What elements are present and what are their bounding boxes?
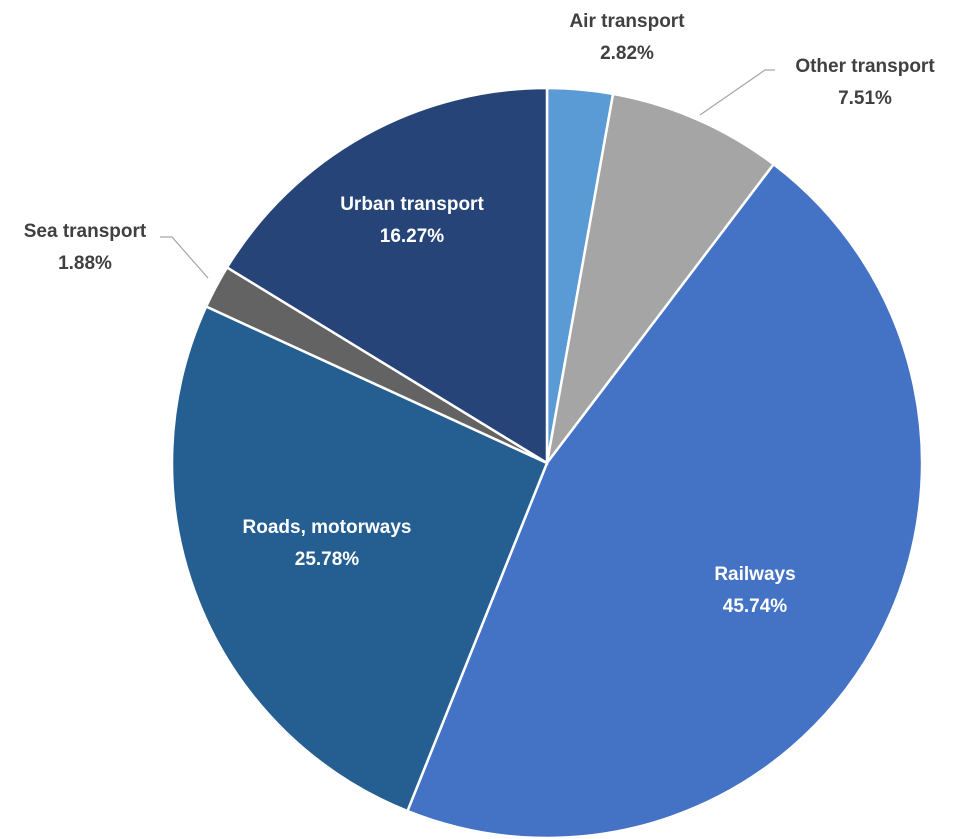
- slice-value: 2.82%: [600, 43, 654, 64]
- slice-label: Urban transport: [340, 194, 484, 215]
- slice-value: 25.78%: [295, 549, 360, 570]
- slice-label: Air transport: [569, 11, 685, 32]
- pie-slice: [405, 162, 924, 839]
- slice-label: Roads, motorways: [243, 517, 412, 538]
- pie-slice: [225, 86, 549, 466]
- slice-label: Other transport: [795, 56, 935, 77]
- slice-value: 16.27%: [380, 226, 445, 247]
- slice-value: 45.74%: [723, 596, 788, 617]
- pie-slice: [545, 92, 776, 464]
- leader-line: [699, 69, 775, 116]
- leader-line: [160, 236, 209, 279]
- slice-label: Railways: [714, 564, 795, 585]
- slice-label: Sea transport: [24, 221, 147, 242]
- slice-value: 1.88%: [58, 253, 112, 274]
- slice-value: 7.51%: [838, 88, 892, 109]
- pie-slice: [170, 304, 549, 813]
